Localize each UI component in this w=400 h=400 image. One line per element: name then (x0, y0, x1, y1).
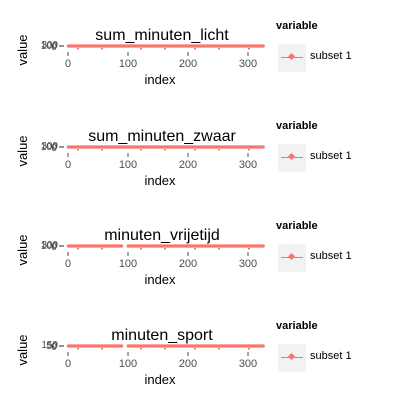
x-tick-label-1-3: 300 (239, 159, 257, 171)
legend-key-point-icon (287, 52, 296, 61)
data-point-low-1-300 (248, 149, 250, 151)
x-tick-label-3-1: 100 (119, 358, 137, 370)
data-point-low-0-55 (101, 48, 103, 50)
legend-3: variable subset 1 (276, 320, 398, 390)
legend-key-swatch (278, 44, 306, 72)
data-point-low-0-250 (218, 48, 220, 50)
data-point-1-325 (261, 145, 265, 149)
y-axis-label-3: value (15, 334, 30, 365)
x-tick-label-3-2: 200 (179, 358, 197, 370)
data-point-low-0-300 (248, 48, 250, 50)
data-point-3-89 (119, 344, 124, 348)
y-tick-label-2-2: 0 (51, 242, 57, 253)
data-point-low-2-300 (248, 248, 250, 250)
legend-key-point-icon (287, 352, 296, 361)
y-tick-label-1-2: 0 (51, 143, 57, 154)
x-tick-label-0-3: 300 (239, 58, 257, 70)
x-tick-label-0-1: 100 (119, 58, 137, 70)
y-axis-label-1: value (15, 135, 30, 166)
data-point-low-1-55 (101, 149, 103, 151)
legend-entry-label: subset 1 (310, 150, 352, 162)
data-point-low-3-300 (248, 348, 250, 350)
data-point-low-3-120 (140, 348, 142, 350)
data-point-0-325 (261, 44, 265, 48)
legend-title: variable (276, 320, 318, 332)
data-point-low-2-120 (140, 248, 142, 250)
y-axis-label-2: value (15, 234, 30, 265)
y-tick-label-2-1: 100 (41, 241, 58, 252)
legend-entry-label: subset 1 (310, 250, 352, 262)
data-point-2-89 (119, 244, 124, 248)
legend-key-point-icon (287, 152, 296, 161)
y-tick-label-1-0: 300 (41, 141, 58, 152)
x-axis-label-0: index (144, 72, 176, 87)
data-point-low-1-15 (77, 149, 79, 151)
y-tick-label-1-1: 100 (41, 142, 58, 153)
legend-key-swatch (278, 344, 306, 372)
data-point-low-2-160 (164, 248, 166, 250)
x-tick-label-2-3: 300 (239, 258, 257, 270)
x-axis-label-1: index (144, 173, 176, 188)
x-axis-label-2: index (144, 272, 176, 287)
data-point-low-3-210 (194, 348, 196, 350)
y-axis-label-0: value (15, 34, 30, 65)
data-point-low-1-210 (194, 149, 196, 151)
x-tick-label-3-0: 0 (65, 358, 71, 370)
x-tick-label-1-0: 0 (65, 159, 71, 171)
legend-0: variable subset 1 (276, 20, 398, 90)
data-point-low-2-15 (77, 248, 79, 250)
data-point-low-2-250 (218, 248, 220, 250)
x-tick-label-0-0: 0 (65, 58, 71, 70)
data-point-low-1-160 (164, 149, 166, 151)
data-point-low-3-160 (164, 348, 166, 350)
x-axis-label-3: index (144, 372, 176, 387)
data-point-low-0-160 (164, 48, 166, 50)
legend-title: variable (276, 120, 318, 132)
x-tick-label-2-0: 0 (65, 258, 71, 270)
x-tick-label-1-2: 200 (179, 159, 197, 171)
data-point-low-2-210 (194, 248, 196, 250)
data-point-low-1-250 (218, 149, 220, 151)
data-point-low-3-55 (101, 348, 103, 350)
data-point-low-3-250 (218, 348, 220, 350)
y-tick-label-3-0: 150 (41, 340, 58, 351)
data-point-low-1-120 (140, 149, 142, 151)
legend-entry-label: subset 1 (310, 50, 352, 62)
legend-title: variable (276, 20, 318, 32)
chart-title-1: sum_minuten_zwaar (88, 128, 236, 145)
chart-title-0: sum_minuten_licht (95, 27, 229, 44)
y-tick-label-0-0: 300 (41, 40, 58, 51)
data-point-2-325 (261, 244, 265, 248)
x-tick-label-3-3: 300 (239, 358, 257, 370)
data-point-low-3-15 (77, 348, 79, 350)
legend-key-swatch (278, 144, 306, 172)
y-tick-label-0-1: 100 (41, 41, 58, 52)
x-tick-label-2-2: 200 (179, 258, 197, 270)
chart-title-3: minuten_sport (111, 327, 213, 344)
legend-key-swatch (278, 244, 306, 272)
legend-title: variable (276, 220, 318, 232)
data-point-low-0-15 (77, 48, 79, 50)
legend-2: variable subset 1 (276, 220, 398, 290)
data-point-3-325 (261, 344, 265, 348)
data-point-low-2-55 (101, 248, 103, 250)
legend-1: variable subset 1 (276, 120, 398, 190)
x-tick-label-1-1: 100 (119, 159, 137, 171)
legend-entry-label: subset 1 (310, 350, 352, 362)
data-point-low-0-210 (194, 48, 196, 50)
data-point-low-0-120 (140, 48, 142, 50)
y-tick-label-3-2: 0 (51, 342, 57, 353)
y-tick-label-0-2: 0 (51, 42, 57, 53)
y-tick-label-2-0: 300 (41, 240, 58, 251)
y-tick-label-3-1: 50 (46, 341, 58, 352)
x-tick-label-2-1: 100 (119, 258, 137, 270)
x-tick-label-0-2: 200 (179, 58, 197, 70)
chart-title-2: minuten_vrijetijd (104, 227, 220, 244)
legend-key-point-icon (287, 252, 296, 261)
